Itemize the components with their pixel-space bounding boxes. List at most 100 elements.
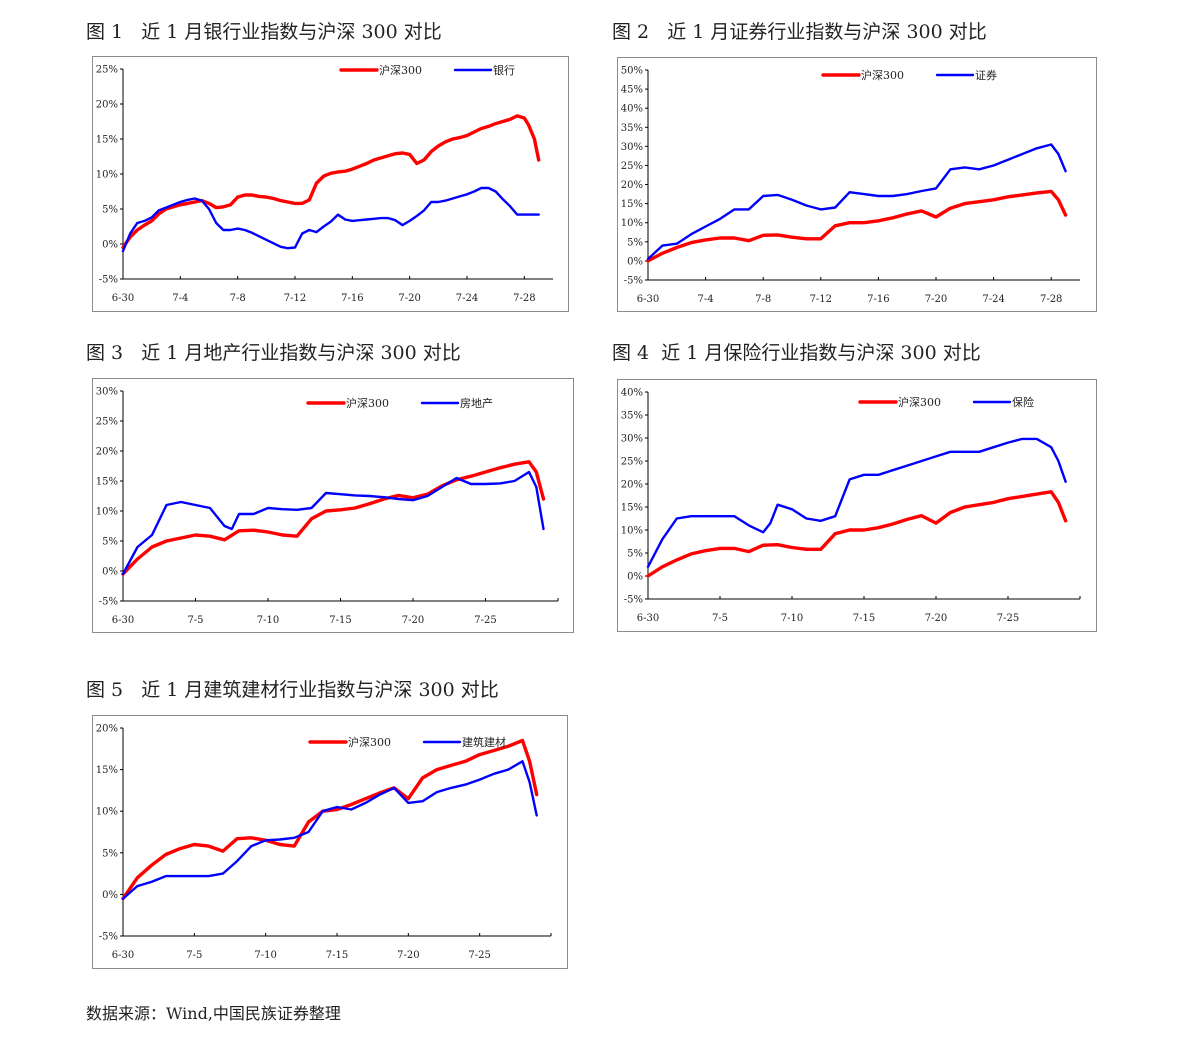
x-tick-label: 7-4 [698,294,714,305]
x-tick-label: 7-5 [187,615,203,626]
y-tick-label: 40% [621,104,643,115]
x-tick-label: 7-8 [755,294,771,305]
x-tick-label: 7-10 [254,950,276,961]
source-note: 数据来源：Wind,中国民族证券整理 [86,1004,341,1023]
x-tick-label: 6-30 [112,293,134,304]
chart-4-svg: -5% 0% 5% 10% 15% 20% 25% 30% 35% 40% 6-30 7-5 7-10 7… [621,388,1081,624]
x-tick-label: 6-30 [112,950,134,961]
y-tick-label: 10% [621,218,643,229]
chart-3-frame: -5% 0% 5% 10% 15% 20% 25% 30% 6-30 7-5 7-10 7-15 7-2… [92,378,574,633]
x-tick-label: 7-16 [867,294,889,305]
series-line-hs300 [121,460,546,576]
y-tick-label: 0% [627,256,643,267]
series-line-hs300 [121,738,539,901]
figure-1-title: 图 1 近 1 月银行业指数与沪深 300 对比 [86,21,442,43]
x-tick-label: 7-20 [397,950,419,961]
x-tick-label: 7-15 [326,950,348,961]
y-tick-label: 20% [96,447,118,458]
y-tick-label: 5% [102,848,118,859]
y-tick-label: 0% [102,240,118,251]
y-tick-label: -5% [99,932,118,943]
legend-label: 保险 [1012,395,1034,409]
x-tick-label: 7-28 [1040,294,1062,305]
x-tick-label: 6-30 [637,613,659,624]
y-tick-label: 30% [621,434,643,445]
y-tick-label: -5% [624,276,643,287]
x-tick-label: 7-4 [172,293,188,304]
x-tick-label: 7-5 [186,950,202,961]
y-tick-label: 5% [627,237,643,248]
x-tick-label: 7-20 [402,615,424,626]
y-tick-label: 25% [621,161,643,172]
x-tick-label: 7-20 [398,293,420,304]
x-tick-label: 6-30 [637,294,659,305]
chart-4-frame: -5% 0% 5% 10% 15% 20% 25% 30% 35% 40% 6-30 7-5 7-10 7… [617,379,1097,632]
y-tick-label: 20% [96,724,118,735]
x-tick-label: 7-12 [284,293,306,304]
legend-label: 沪深300 [379,63,422,77]
x-tick-label: 7-15 [853,613,875,624]
figure-3-title: 图 3 近 1 月地产行业指数与沪深 300 对比 [86,342,461,364]
figure-4-title: 图 4 近 1 月保险行业指数与沪深 300 对比 [612,342,981,364]
y-tick-label: 15% [621,503,643,514]
legend-label: 沪深300 [898,395,941,409]
x-tick-label: 7-12 [810,294,832,305]
x-tick-label: 7-16 [341,293,363,304]
y-tick-label: -5% [99,597,118,608]
y-tick-label: 35% [621,411,643,422]
y-tick-label: 40% [621,388,643,399]
chart-1-svg: -5% 0% 5% 10% 15% 20% 25% 6-30 7-4 7-8 7-12 7-16 7-2… [96,63,553,304]
series-line-hs300 [646,189,1068,263]
x-tick-label: 7-10 [781,613,803,624]
y-tick-label: 5% [102,537,118,548]
y-tick-label: 10% [96,507,118,518]
y-tick-label: 45% [621,85,643,96]
legend-label: 沪深300 [861,68,904,82]
y-tick-label: 0% [102,890,118,901]
y-tick-label: 20% [621,480,643,491]
y-tick-label: 0% [102,567,118,578]
y-tick-label: 50% [621,66,643,77]
chart-1-frame: -5% 0% 5% 10% 15% 20% 25% 6-30 7-4 7-8 7-12 7-16 7-2… [92,56,569,312]
y-tick-label: 15% [96,765,118,776]
x-tick-label: 7-15 [329,615,351,626]
legend-label: 沪深300 [348,735,391,749]
chart-2-frame: -5% 0% 5% 10% 15% 20% 25% 30% 35% 40% 45% 50% 6-30 7-… [617,57,1097,312]
legend-label: 建筑建材 [462,735,506,749]
chart-3-svg: -5% 0% 5% 10% 15% 20% 25% 30% 6-30 7-5 7-10 7-15 7-2… [96,387,559,626]
y-tick-label: 25% [96,417,118,428]
figure-2-title: 图 2 近 1 月证券行业指数与沪深 300 对比 [612,21,987,43]
chart-5-svg: -5% 0% 5% 10% 15% 20% 6-30 7-5 7-10 7-15 7-20 7-25 沪… [96,724,552,961]
x-tick-label: 7-20 [925,613,947,624]
y-tick-label: 15% [621,199,643,210]
legend-label: 房地产 [460,396,493,410]
x-tick-label: 7-28 [513,293,535,304]
y-tick-label: 15% [96,135,118,146]
x-tick-label: 7-20 [925,294,947,305]
x-tick-label: 7-24 [982,294,1004,305]
y-tick-label: 25% [621,457,643,468]
series-line-sector [646,143,1067,261]
chart-2-svg: -5% 0% 5% 10% 15% 20% 25% 30% 35% 40% 45% 50% 6-30 7-… [621,66,1080,305]
legend-label: 沪深300 [346,396,389,410]
x-tick-label: 7-5 [712,613,728,624]
y-tick-label: 10% [621,526,643,537]
y-tick-label: 20% [621,180,643,191]
x-tick-label: 7-8 [230,293,246,304]
chart-5-frame: -5% 0% 5% 10% 15% 20% 6-30 7-5 7-10 7-15 7-20 7-25 沪… [92,715,568,969]
x-tick-label: 7-24 [456,293,478,304]
y-tick-label: 5% [627,549,643,560]
series-line-sector [121,760,538,900]
y-tick-label: 30% [96,387,118,398]
y-tick-label: 20% [96,100,118,111]
y-tick-label: -5% [99,275,118,286]
x-tick-label: 7-10 [257,615,279,626]
y-tick-label: 25% [96,65,118,76]
y-tick-label: 35% [621,123,643,134]
x-tick-label: 7-25 [474,615,496,626]
legend-label: 证券 [975,68,997,82]
y-tick-label: 10% [96,807,118,818]
series-line-sector [646,437,1067,569]
x-tick-label: 7-25 [468,950,490,961]
series-line-sector [121,470,545,576]
